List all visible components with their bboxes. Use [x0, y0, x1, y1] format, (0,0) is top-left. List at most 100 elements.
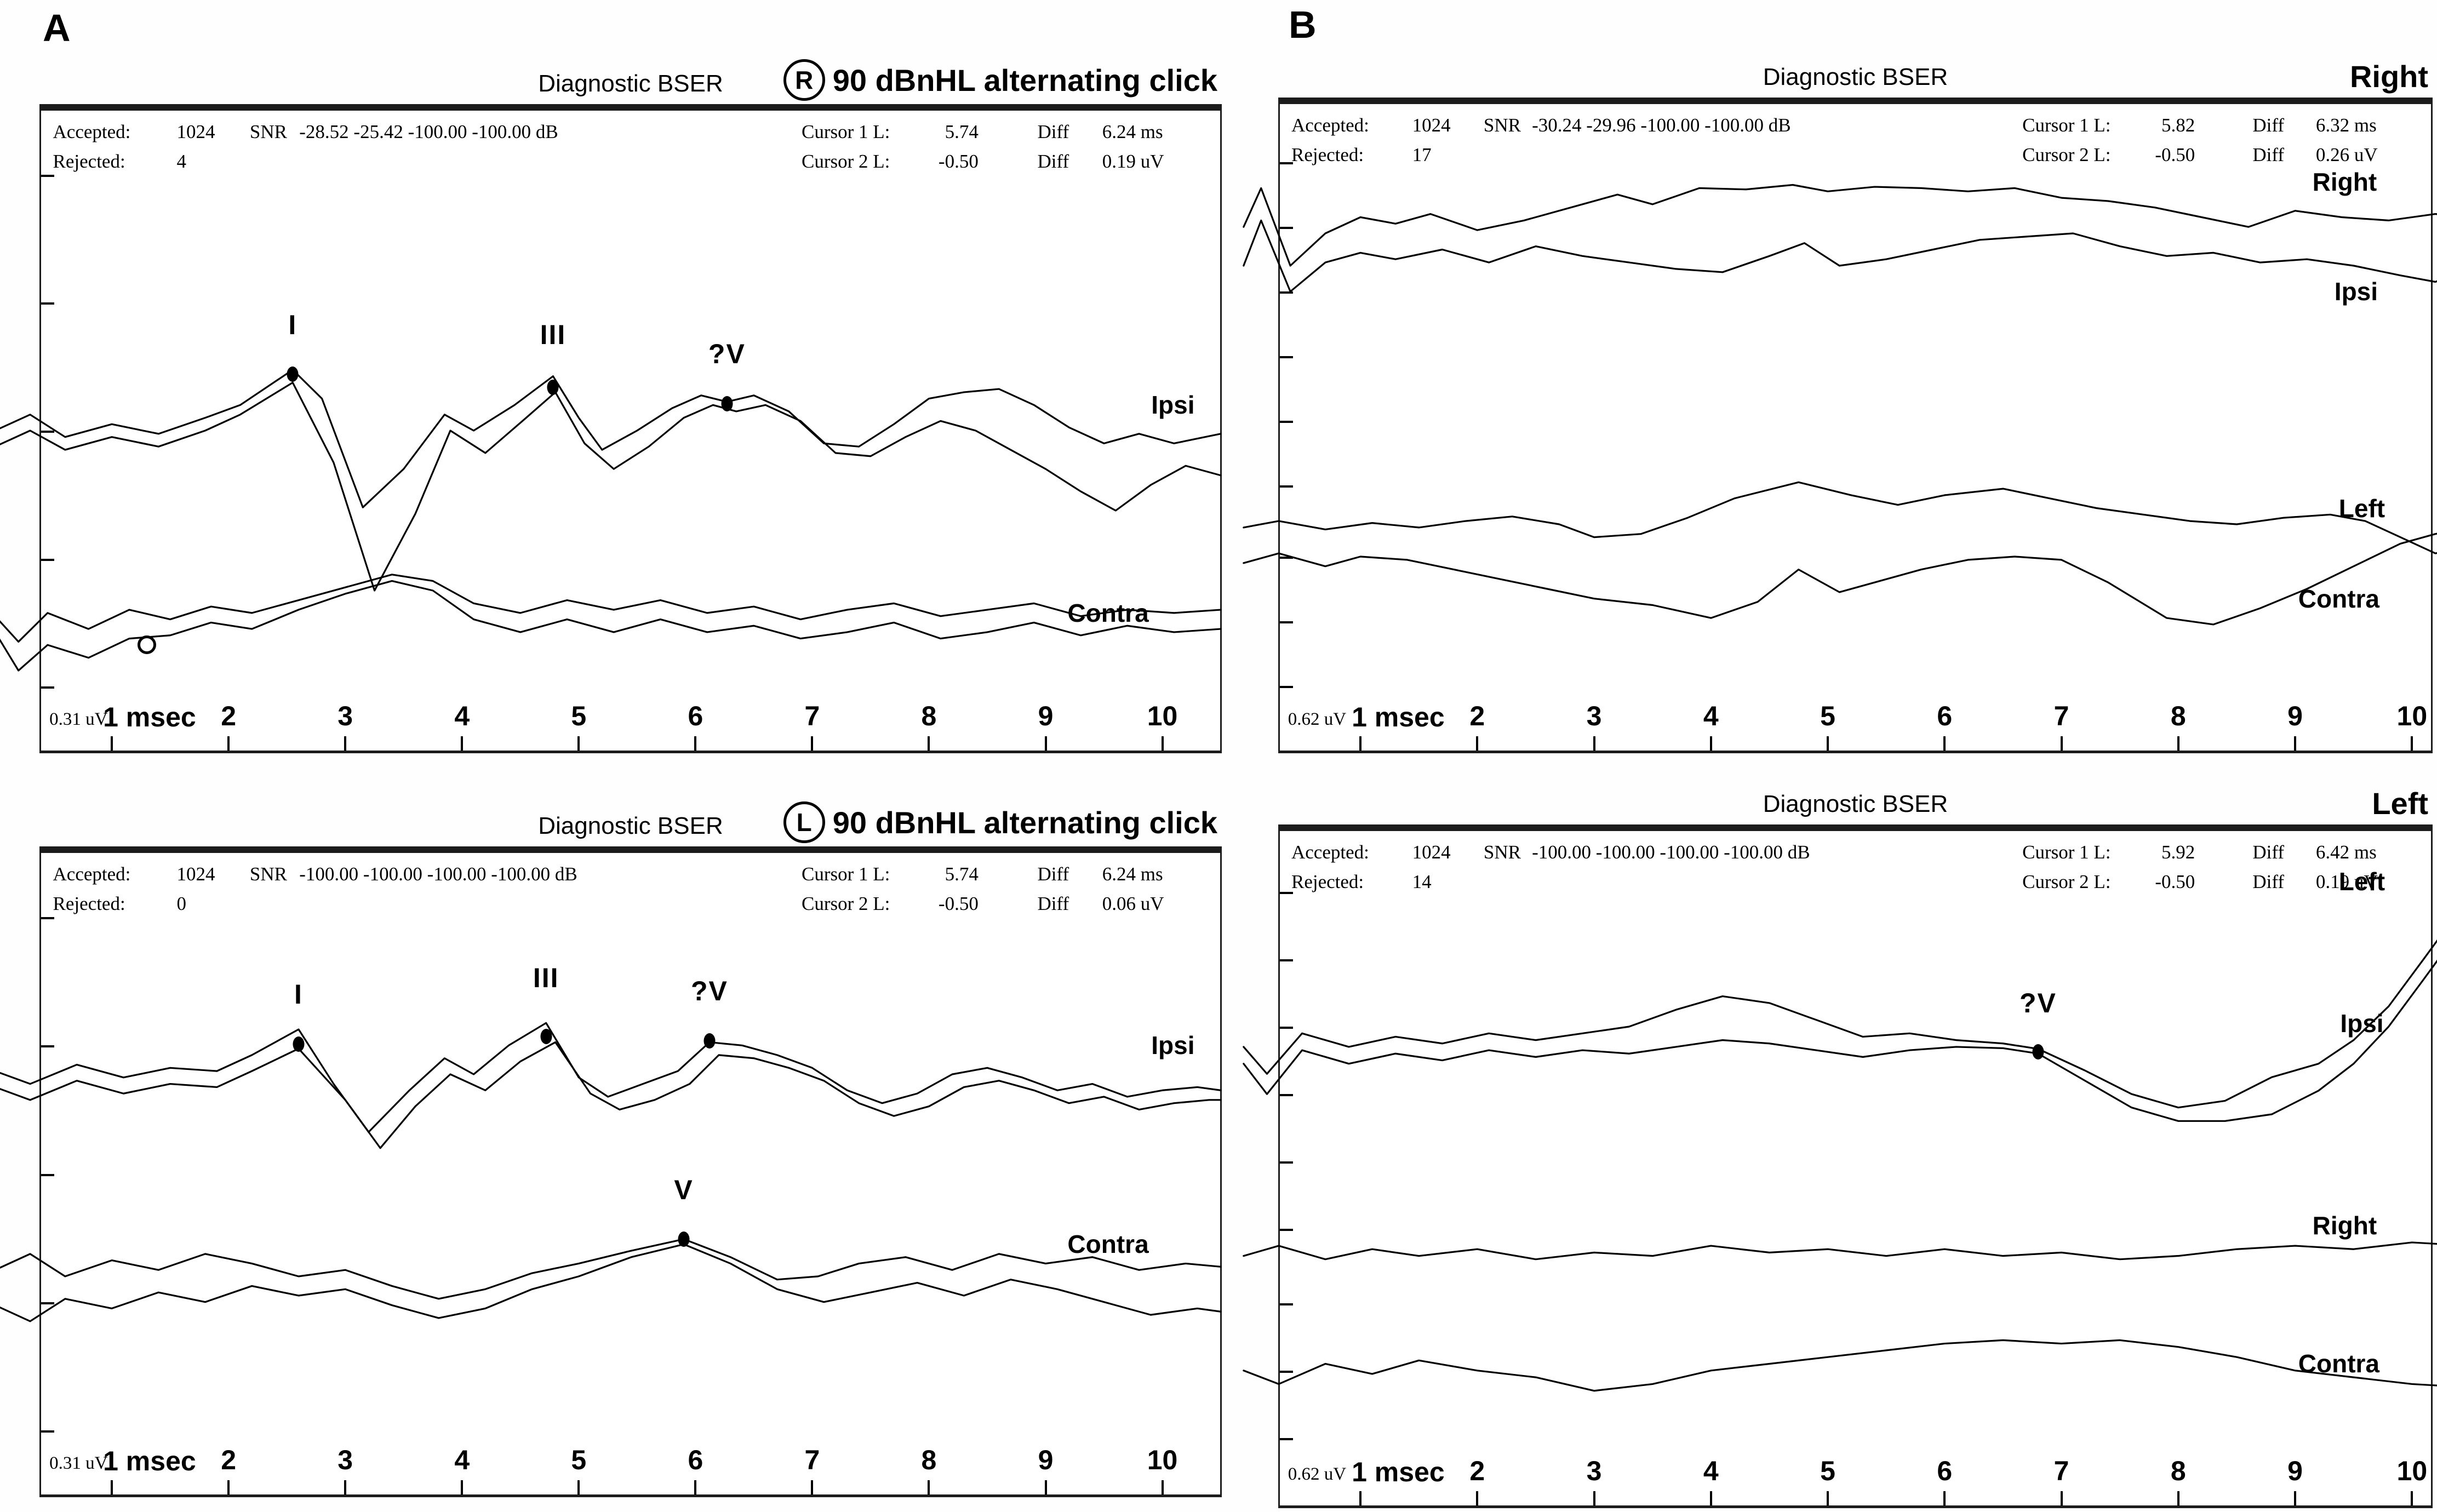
x-axis-number: 8	[921, 1445, 937, 1475]
snr-label: SNR	[249, 121, 287, 142]
x-axis-number: 6	[688, 701, 703, 731]
x-axis-tick	[461, 1480, 464, 1494]
cursor2-label: Cursor 2 L:	[2022, 144, 2111, 165]
x-axis-time-label: 1 msec	[1352, 702, 1445, 732]
cursor2-value: -0.50	[2155, 871, 2195, 892]
diff1-label: Diff	[2252, 114, 2285, 136]
y-axis-tick	[1280, 1437, 1293, 1440]
x-axis-number: 6	[1937, 1456, 1953, 1486]
figure-panel-b-label: B	[1289, 3, 1317, 46]
diff2-value: 0.26 uV	[2315, 144, 2378, 165]
x-axis-tick	[1359, 1491, 1362, 1505]
x-axis-tick	[227, 736, 230, 751]
x-axis-tick	[2177, 1491, 2179, 1505]
peak-label: III	[540, 319, 567, 350]
trace-ipsi-run2	[0, 1042, 1221, 1148]
peak-marker-dot	[547, 379, 559, 395]
accepted-label: Accepted:	[1291, 114, 1369, 136]
y-axis-tick	[1280, 1303, 1293, 1305]
y-axis-tick	[1280, 1229, 1293, 1232]
x-axis-tick	[111, 1480, 113, 1494]
circled-r-badge: R	[783, 59, 825, 101]
x-axis-tick	[1476, 736, 1479, 751]
panel-left-ear-90db: Diagnostic BSER L 90 dBnHL alternating c…	[39, 789, 1222, 1497]
x-axis-tick	[461, 736, 464, 751]
amplitude-scale-label: 0.62 uV	[1288, 709, 1347, 729]
x-axis-number: 9	[1038, 1445, 1054, 1475]
x-axis-tick	[2294, 736, 2297, 751]
x-axis-tick	[1359, 736, 1362, 751]
x-axis-tick	[227, 1480, 230, 1494]
x-axis-number: 10	[1147, 1445, 1178, 1475]
x-axis-number: 2	[221, 701, 237, 731]
peak-marker-dot	[678, 1231, 690, 1247]
accepted-label: Accepted:	[53, 863, 131, 885]
x-axis-number: 4	[454, 1445, 470, 1475]
snr-label: SNR	[1483, 114, 1521, 136]
peak-label: I	[294, 978, 303, 1010]
x-axis-number: 8	[921, 701, 937, 731]
x-axis-tick	[1593, 1491, 1595, 1505]
stimulus-label: 90 dBnHL alternating click	[832, 805, 1217, 840]
y-axis-tick	[1280, 291, 1293, 294]
page-title: Diagnostic BSER	[1763, 791, 1948, 817]
y-axis-tick	[41, 558, 54, 561]
stimulus-label: 90 dBnHL alternating click	[832, 62, 1217, 98]
peak-label: III	[533, 963, 559, 994]
y-axis-tick	[1280, 162, 1293, 165]
x-axis-number: 3	[337, 701, 353, 731]
diff2-label: Diff	[1037, 893, 1069, 914]
trace-contra-run2	[0, 1244, 1221, 1321]
x-axis-number: 8	[2170, 1456, 2186, 1486]
cursor1-label: Cursor 1 L:	[802, 863, 890, 885]
trace-label: Right	[2312, 1211, 2377, 1240]
snr-values: -28.52 -25.42 -100.00 -100.00 dB	[299, 121, 558, 142]
x-axis-tick	[2411, 736, 2413, 751]
x-axis-number: 10	[2396, 1456, 2428, 1486]
y-axis-tick	[41, 1430, 54, 1433]
trace-ipsi	[1244, 220, 2437, 291]
trace-label: Ipsi	[1151, 1031, 1195, 1060]
y-axis-tick	[1280, 891, 1293, 894]
x-axis-tick	[928, 736, 930, 751]
cursor1-value: 5.82	[2161, 114, 2195, 136]
y-axis-tick	[41, 302, 54, 305]
rejected-label: Rejected:	[1291, 144, 1364, 165]
cursor2-value: -0.50	[938, 893, 979, 914]
x-axis-number: 2	[1469, 1456, 1485, 1486]
x-axis-number: 6	[1937, 701, 1953, 731]
x-axis-tick	[811, 1480, 814, 1494]
trace-label: Contra	[1067, 1230, 1149, 1259]
y-axis-tick	[41, 1045, 54, 1048]
panel-right-ear-90db: Diagnostic BSER R 90 dBnHL alternating c…	[39, 47, 1222, 753]
y-axis-tick	[41, 1302, 54, 1304]
trace-right	[1244, 1242, 2437, 1259]
rejected-value: 17	[1412, 144, 1432, 165]
accepted-label: Accepted:	[1291, 841, 1369, 863]
peak-marker-dot	[703, 1033, 716, 1049]
trace-contra-run2	[0, 581, 1221, 671]
x-axis-number: 9	[2287, 1456, 2303, 1486]
y-axis-tick	[41, 1173, 54, 1176]
x-axis-tick	[344, 1480, 347, 1494]
diff2-label: Diff	[2252, 144, 2285, 165]
cursor1-value: 5.74	[945, 121, 979, 142]
amplitude-scale-label: 0.31 uV	[49, 709, 108, 729]
snr-label: SNR	[1483, 841, 1521, 863]
x-axis-tick	[2060, 1491, 2063, 1505]
page-title: Diagnostic BSER	[538, 812, 723, 839]
diff1-value: 6.32 ms	[2315, 114, 2377, 136]
peak-label: ?V	[690, 975, 728, 1006]
x-axis-number: 5	[571, 1445, 587, 1475]
stimulus-title: L 90 dBnHL alternating click	[783, 801, 1217, 843]
x-axis-tick	[1593, 736, 1595, 751]
trace-ipsi	[1244, 915, 2437, 1121]
x-axis-tick	[694, 1480, 697, 1494]
trace-label: Ipsi	[2334, 277, 2378, 306]
x-axis-tick	[1943, 736, 1946, 751]
cursor1-label: Cursor 1 L:	[2022, 114, 2111, 136]
diff1-value: 6.24 ms	[1102, 121, 1163, 142]
stimulus-title: R 90 dBnHL alternating click	[783, 59, 1217, 101]
snr-values: -100.00 -100.00 -100.00 -100.00 dB	[299, 863, 577, 885]
panel-right-stimulation: Diagnostic BSER Right Accepted: 1024 SNR…	[1278, 38, 2433, 753]
